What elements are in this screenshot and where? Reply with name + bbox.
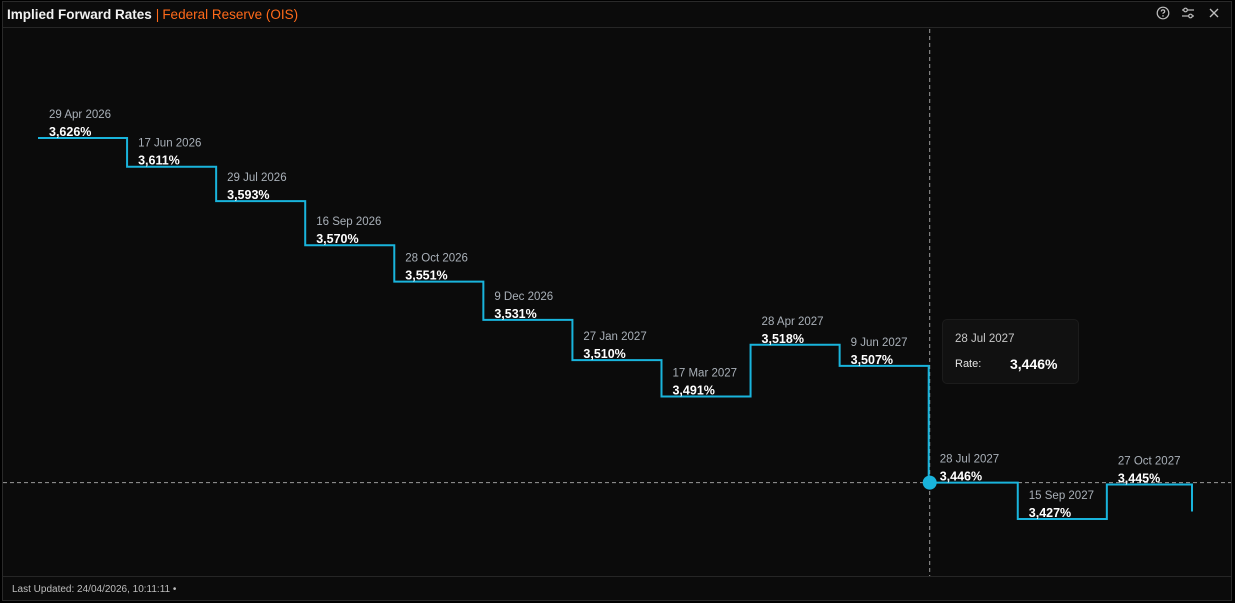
tooltip-value: 3,446%	[1010, 356, 1058, 372]
point-date-label: 27 Jan 2027	[583, 331, 646, 343]
title-subtitle: Federal Reserve (OIS)	[162, 7, 299, 22]
title-separator: |	[155, 7, 160, 22]
last-updated-text: Last Updated: 24/04/2026, 10:11:11 •	[12, 584, 177, 595]
point-value-label: 3,518%	[762, 332, 804, 346]
point-value-label: 3,510%	[583, 347, 625, 361]
point-value-label: 3,531%	[494, 307, 536, 321]
close-icon[interactable]	[1206, 6, 1222, 22]
point-value-label: 3,611%	[138, 154, 180, 168]
point-date-label: 29 Apr 2026	[49, 109, 111, 121]
point-date-label: 29 Jul 2026	[227, 172, 286, 184]
step-chart[interactable]: 29 Apr 2026 3,626% 17 Jun 2026 3,611% 29 Jul…	[3, 2, 1231, 576]
point-date-label: 28 Jul 2027	[940, 454, 999, 466]
panel-footer: Last Updated: 24/04/2026, 10:11:11 •	[3, 576, 1231, 600]
point-date-label: 28 Apr 2027	[762, 316, 824, 328]
settings-sliders-icon[interactable]	[1180, 6, 1196, 22]
point-value-label: 3,446%	[940, 470, 982, 484]
tooltip-label: Rate:	[955, 358, 982, 370]
point-value-label: 3,427%	[1029, 506, 1071, 520]
point-date-label: 27 Oct 2027	[1118, 456, 1181, 468]
point-date-label: 9 Jun 2027	[851, 337, 908, 349]
point-date-label: 9 Dec 2026	[494, 291, 553, 303]
point-date-label: 16 Sep 2026	[316, 216, 381, 228]
panel-title: Implied Forward Rates | Federal Reserve (O…	[7, 7, 298, 22]
title-text: Implied Forward Rates	[7, 7, 152, 22]
highlight-point	[922, 475, 937, 490]
point-date-label: 17 Mar 2027	[672, 367, 737, 379]
point-value-label: 3,626%	[49, 125, 91, 139]
rate-step-line	[38, 137, 1193, 520]
point-value-label: 3,507%	[851, 353, 893, 367]
point-value-label: 3,551%	[405, 269, 447, 283]
point-value-label: 3,445%	[1118, 472, 1160, 486]
point-value-label: 3,491%	[672, 383, 714, 397]
point-date-label: 17 Jun 2026	[138, 138, 201, 150]
tooltip-date: 28 Jul 2027	[955, 333, 1015, 345]
point-value-label: 3,593%	[227, 188, 269, 202]
help-icon[interactable]	[1155, 6, 1171, 22]
panel-header: Implied Forward Rates | Federal Reserve (O…	[3, 2, 1231, 28]
point-date-label: 15 Sep 2027	[1029, 490, 1094, 502]
point-value-label: 3,570%	[316, 232, 358, 246]
chart-tooltip: 28 Jul 2027 Rate: 3,446%	[943, 320, 1078, 383]
point-date-label: 28 Oct 2026	[405, 253, 468, 265]
